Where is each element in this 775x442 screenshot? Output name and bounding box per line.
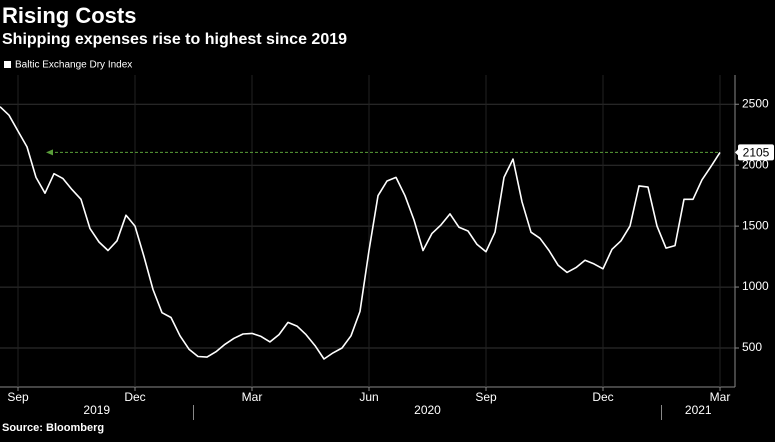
value-callout-box — [738, 144, 774, 161]
value-callout-pointer — [735, 148, 739, 157]
y-tick-label: 2000 — [742, 157, 769, 171]
x-tick-label: Mar — [710, 390, 731, 404]
x-tick-label: Dec — [592, 390, 613, 404]
value-callout: 2105 — [743, 146, 770, 160]
y-tick-label: 2500 — [742, 96, 769, 110]
x-tick-label: Dec — [124, 390, 145, 404]
year-label: 2020 — [414, 403, 441, 417]
y-tick-label: 500 — [742, 340, 762, 354]
y-tick-label: 1500 — [742, 218, 769, 232]
x-tick-label: Jun — [359, 390, 378, 404]
highlight-arrow — [46, 149, 53, 156]
x-tick-label: Sep — [475, 390, 497, 404]
legend-swatch — [4, 61, 11, 68]
legend-label: Baltic Exchange Dry Index — [15, 60, 132, 71]
year-label: 2019 — [83, 403, 110, 417]
y-tick-label: 1000 — [742, 279, 769, 293]
x-tick-label: Sep — [7, 390, 29, 404]
chart-subtitle: Shipping expenses rise to highest since … — [2, 31, 347, 48]
line — [0, 106, 721, 360]
source: Source: Bloomberg — [2, 422, 104, 434]
x-tick-label: Mar — [242, 390, 263, 404]
year-label: 2021 — [685, 403, 712, 417]
chart-title: Rising Costs — [2, 3, 136, 28]
